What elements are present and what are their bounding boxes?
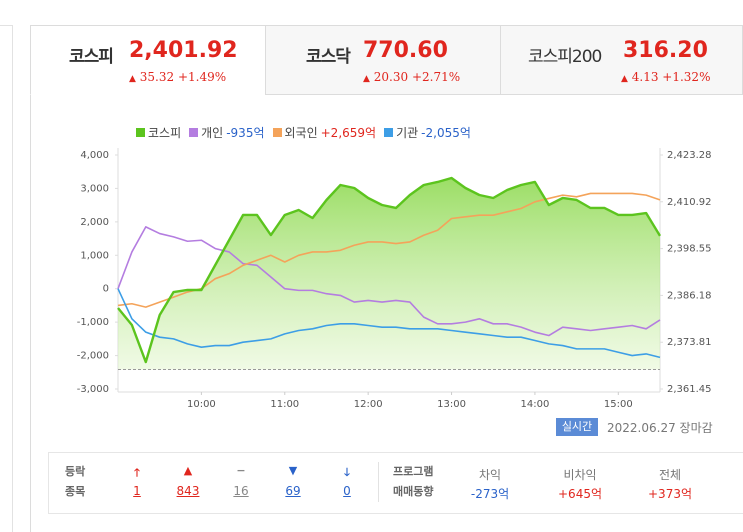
legend-swatch bbox=[384, 128, 394, 137]
y-tick-label: 2,000 bbox=[80, 217, 109, 228]
legend-name: 외국인 bbox=[284, 126, 318, 140]
program-header: 비차익 bbox=[563, 468, 597, 482]
tab-name: 코스피 bbox=[69, 47, 114, 67]
change: 20.30 bbox=[373, 70, 409, 84]
status-text: 2022.06.27 장마감 bbox=[607, 419, 713, 436]
legend-value: +2,659억 bbox=[320, 126, 377, 140]
breadth-icon: 🡑 bbox=[134, 466, 140, 479]
label-line: 매매동향 bbox=[393, 485, 434, 498]
x-tick-label: 13:00 bbox=[437, 399, 466, 410]
change: 4.13 bbox=[631, 70, 659, 84]
label-line: 프로그램 bbox=[393, 465, 434, 478]
line bbox=[117, 192, 661, 308]
legend-swatch bbox=[272, 128, 282, 137]
breadth-icon: − bbox=[236, 464, 246, 477]
rate: +1.32% bbox=[662, 70, 711, 84]
label-line: 등락 bbox=[65, 465, 86, 478]
legend: 코스피 개인 -935억 외국인 +2,659억 기관 -2,055억 bbox=[128, 124, 471, 141]
label-line: 종목 bbox=[65, 485, 86, 498]
x-tick-label: 15:00 bbox=[604, 399, 633, 410]
y2-tick-label: 2,423.28 bbox=[667, 150, 712, 161]
rate: +2.71% bbox=[411, 70, 461, 84]
y-tick-label: -2,000 bbox=[77, 351, 109, 362]
y2-tick-label: 2,361.45 bbox=[667, 384, 712, 395]
y-tick-label: 1,000 bbox=[80, 250, 109, 261]
y-tick-label: -1,000 bbox=[77, 317, 109, 328]
program-header: 차익 bbox=[478, 468, 502, 482]
tab-name: 코스닥 bbox=[306, 47, 351, 67]
line bbox=[117, 226, 661, 337]
rate: +1.49% bbox=[177, 70, 227, 84]
y2-tick-label: 2,373.81 bbox=[667, 337, 712, 348]
y-tick-label: 0 bbox=[103, 284, 109, 295]
y-tick-label: 3,000 bbox=[80, 183, 109, 194]
tab-value: 770.60 bbox=[363, 38, 448, 63]
x-tick-label: 10:00 bbox=[187, 399, 216, 410]
legend-value: -935억 bbox=[226, 126, 265, 140]
state: 장마감 bbox=[679, 421, 713, 435]
divider bbox=[378, 462, 379, 502]
side-panel bbox=[0, 25, 13, 532]
realtime-badge[interactable]: 실시간 bbox=[556, 418, 598, 436]
breadth-icon: ▲ bbox=[183, 464, 193, 477]
tab-name: 코스피200 bbox=[528, 47, 602, 67]
breadth-count[interactable]: 69 bbox=[285, 484, 301, 498]
legend-name: 기관 bbox=[396, 126, 419, 140]
tab-change: ▲ 4.13 +1.32% bbox=[621, 70, 711, 84]
breadth-icon: 🡓 bbox=[344, 466, 350, 479]
legend-swatch bbox=[136, 128, 145, 137]
tab-change: ▲ 35.32 +1.49% bbox=[129, 70, 227, 84]
line bbox=[117, 288, 661, 359]
tab[interactable]: 코스피 2,401.92 ▲ 35.32 +1.49% bbox=[30, 25, 266, 95]
x-tick-label: 11:00 bbox=[270, 399, 299, 410]
y2-tick-label: 2,386.18 bbox=[667, 290, 712, 301]
tab[interactable]: 코스피200 316.20 ▲ 4.13 +1.32% bbox=[500, 25, 743, 95]
y2-tick-label: 2,410.92 bbox=[667, 197, 712, 208]
program-value: +373억 bbox=[648, 487, 692, 501]
x-tick-label: 12:00 bbox=[354, 399, 383, 410]
line bbox=[117, 176, 662, 364]
x-tick-label: 14:00 bbox=[521, 399, 550, 410]
summary-box bbox=[48, 452, 743, 514]
program-value: -273억 bbox=[470, 487, 510, 501]
tab-value: 316.20 bbox=[623, 38, 708, 63]
program-value: +645억 bbox=[558, 487, 602, 501]
program-header: 전체 bbox=[658, 468, 682, 482]
breadth-count[interactable]: 843 bbox=[176, 484, 200, 498]
tab-value: 2,401.92 bbox=[129, 38, 238, 63]
legend-name: 개인 bbox=[201, 126, 224, 140]
y2-tick-label: 2,398.55 bbox=[667, 244, 712, 255]
legend-name: 코스피 bbox=[148, 126, 182, 140]
legend-value: -2,055억 bbox=[421, 126, 471, 140]
area bbox=[118, 178, 660, 370]
y-tick-label: -3,000 bbox=[77, 384, 109, 395]
y-tick-label: 4,000 bbox=[80, 150, 109, 161]
tab[interactable]: 코스닥 770.60 ▲ 20.30 +2.71% bbox=[265, 25, 501, 95]
breadth-icon: ▼ bbox=[288, 464, 298, 477]
legend-swatch bbox=[189, 128, 199, 137]
breadth-count[interactable]: 0 bbox=[343, 484, 351, 498]
breadth-count[interactable]: 16 bbox=[233, 484, 249, 498]
tab-change: ▲ 20.30 +2.71% bbox=[363, 70, 461, 84]
date: 2022.06.27 bbox=[607, 421, 676, 435]
change: 35.32 bbox=[139, 70, 175, 84]
breadth-count[interactable]: 1 bbox=[133, 484, 141, 498]
